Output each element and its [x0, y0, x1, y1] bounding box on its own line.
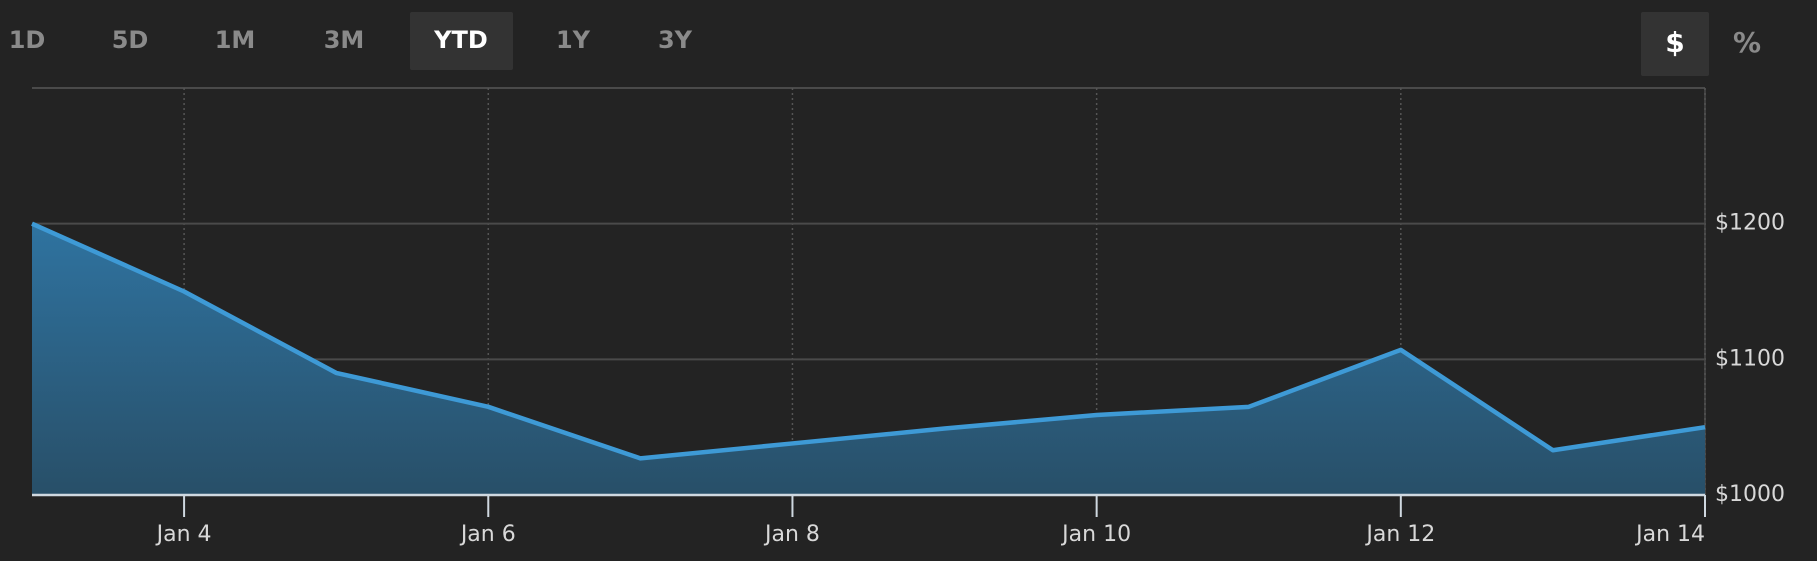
range-button[interactable]: 5D	[112, 26, 149, 54]
y-tick-label: $1100	[1715, 346, 1785, 371]
area-fill	[32, 223, 1705, 495]
x-tick-label: Jan 14	[1634, 522, 1705, 547]
range-button[interactable]: YTD	[433, 26, 488, 54]
x-tick-label: Jan 4	[155, 522, 212, 547]
range-button[interactable]: 1Y	[556, 26, 591, 54]
y-tick-label: $1200	[1715, 211, 1785, 236]
x-tick-label: Jan 10	[1060, 522, 1131, 547]
range-button[interactable]: 3Y	[658, 26, 693, 54]
unit-button-bg[interactable]	[1641, 12, 1709, 76]
range-button[interactable]: 1D	[9, 26, 46, 54]
unit-button[interactable]: %	[1733, 26, 1761, 59]
line	[31, 221, 1706, 461]
plot: Jan 4 Jan 6 Jan 8 Jan 10 Jan 12 Jan 14 $1000 $1…	[31, 87, 1785, 547]
x-tick-label: Jan 8	[763, 522, 820, 547]
y-tick-label: $1000	[1715, 482, 1785, 507]
x-tick-label: Jan 12	[1364, 522, 1435, 547]
unit-button[interactable]: $	[1665, 26, 1684, 59]
range-button-bg[interactable]	[410, 12, 513, 70]
range-button[interactable]: 1M	[215, 26, 256, 54]
x-tick-label: Jan 6	[459, 522, 516, 547]
controls: 1D 5D 1M 3M YTD 1Y 3Y $%	[9, 12, 1761, 76]
range-button[interactable]: 3M	[324, 26, 365, 54]
